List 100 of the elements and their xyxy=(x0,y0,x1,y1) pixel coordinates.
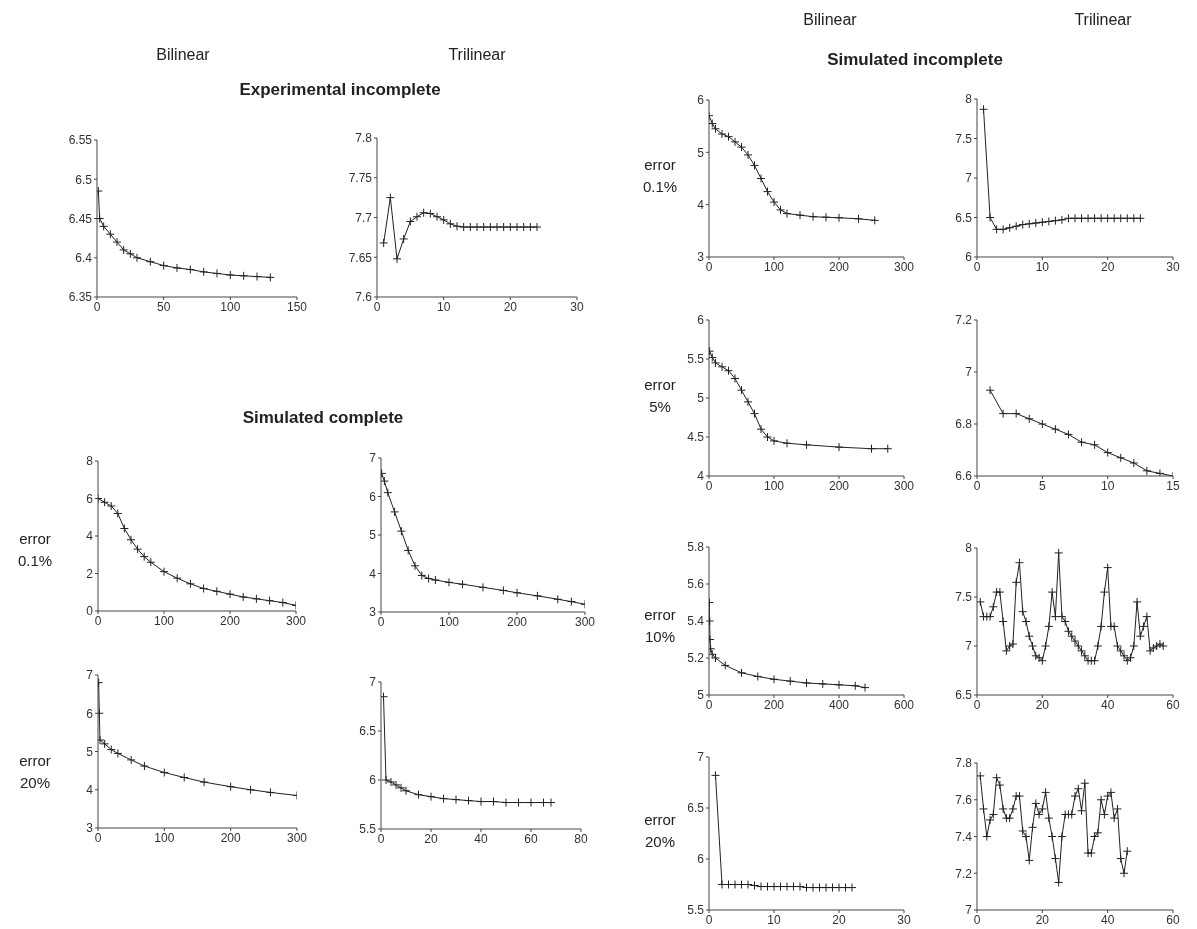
y-tick-label: 7 xyxy=(965,639,973,654)
y-tick-label: 6.5 xyxy=(687,801,705,816)
x-tick-label: 100 xyxy=(763,259,785,274)
y-tick-label: 7.6 xyxy=(355,290,373,305)
y-tick-label: 6 xyxy=(86,491,94,506)
y-tick-label: 8 xyxy=(965,92,973,107)
y-tick-label: 7 xyxy=(965,903,973,918)
x-tick-label: 400 xyxy=(828,697,850,712)
text: Experimental incomplete xyxy=(238,80,442,100)
y-tick-label: 6 xyxy=(697,93,705,108)
x-tick-label: 80 xyxy=(574,831,588,846)
y-tick-label: 6 xyxy=(369,773,377,788)
y-tick-label: 7.5 xyxy=(955,131,973,146)
y-tick-label: 3 xyxy=(86,821,94,836)
y-tick-label: 5.6 xyxy=(687,577,705,592)
x-tick-label: 10 xyxy=(1035,259,1050,274)
y-tick-label: 7 xyxy=(369,451,377,466)
x-tick-label: 200 xyxy=(506,614,528,629)
y-tick-label: 7.5 xyxy=(955,590,973,605)
y-tick-label: 6.55 xyxy=(68,133,93,148)
y-tick-label: 6 xyxy=(369,489,377,504)
y-tick-label: 5.5 xyxy=(687,352,705,367)
y-tick-label: 6.6 xyxy=(955,469,973,484)
y-tick-label: 7.75 xyxy=(348,171,373,186)
y-tick-label: 6 xyxy=(965,250,973,265)
x-tick-label: 20 xyxy=(1035,697,1050,712)
y-tick-label: 4 xyxy=(86,529,94,544)
y-tick-label: 2 xyxy=(86,566,94,581)
chart-subtitle: Bilinear xyxy=(155,46,211,64)
x-tick-label: 5 xyxy=(1038,478,1046,493)
x-tick-label: 300 xyxy=(574,614,596,629)
y-tick-label: 7 xyxy=(965,365,973,380)
x-tick-label: 200 xyxy=(828,259,850,274)
x-tick-label: 10 xyxy=(767,912,781,927)
y-tick-label: 6.5 xyxy=(955,210,973,225)
x-tick-label: 20 xyxy=(424,831,438,846)
y-tick-label: 4 xyxy=(697,469,705,484)
x-tick-label: 300 xyxy=(286,830,308,845)
y-tick-label: 7.7 xyxy=(355,210,373,225)
x-tick-label: 300 xyxy=(893,259,915,274)
x-tick-label: 10 xyxy=(436,299,451,314)
x-tick-label: 300 xyxy=(285,613,307,628)
x-tick-label: 60 xyxy=(524,831,538,846)
y-tick-label: 6.35 xyxy=(68,290,93,305)
chart-subtitle: Trilinear xyxy=(447,46,507,64)
x-tick-label: 15 xyxy=(1166,478,1180,493)
y-tick-label: 7.8 xyxy=(355,131,373,146)
y-axis-title: error 0.1% xyxy=(16,529,54,571)
y-tick-label: 6.5 xyxy=(359,724,377,739)
y-tick-label: 3 xyxy=(697,250,705,265)
y-tick-label: 7.6 xyxy=(955,793,973,808)
x-tick-label: 30 xyxy=(570,299,584,314)
y-axis-title: error 20% xyxy=(18,751,52,793)
x-tick-label: 100 xyxy=(154,830,175,845)
chart-subtitle: Bilinear xyxy=(802,11,858,29)
y-tick-label: 7 xyxy=(86,668,94,683)
x-tick-label: 100 xyxy=(220,299,241,314)
x-tick-label: 40 xyxy=(474,831,488,846)
x-tick-label: 40 xyxy=(1100,697,1115,712)
y-axis-title: error 20% xyxy=(643,810,677,852)
y-tick-label: 6 xyxy=(697,852,705,867)
x-tick-label: 20 xyxy=(832,912,846,927)
x-tick-label: 10 xyxy=(1100,478,1115,493)
y-axis-title: error 5% xyxy=(643,375,677,417)
y-axis-title: error 10% xyxy=(643,605,677,647)
y-tick-label: 7 xyxy=(697,750,705,765)
x-tick-label: 20 xyxy=(1035,912,1050,927)
x-tick-label: 100 xyxy=(763,478,785,493)
y-tick-label: 7.4 xyxy=(955,829,973,844)
y-tick-label: 5.2 xyxy=(687,651,705,666)
y-tick-label: 5 xyxy=(369,528,377,543)
y-tick-label: 6.45 xyxy=(68,211,93,226)
x-tick-label: 200 xyxy=(220,830,241,845)
y-tick-label: 4 xyxy=(86,783,94,798)
x-tick-label: 100 xyxy=(153,613,175,628)
y-tick-label: 8 xyxy=(86,454,94,469)
y-tick-label: 6 xyxy=(86,706,94,721)
y-tick-label: 3 xyxy=(369,605,377,620)
y-tick-label: 8 xyxy=(965,541,973,556)
y-tick-label: 7.2 xyxy=(955,313,973,328)
y-tick-label: 4.5 xyxy=(687,430,705,445)
x-tick-label: 100 xyxy=(438,614,460,629)
y-tick-label: 7.8 xyxy=(955,756,973,771)
y-tick-label: 7 xyxy=(965,171,973,186)
y-tick-label: 5.4 xyxy=(687,614,705,629)
y-tick-label: 6.4 xyxy=(75,251,93,266)
x-tick-label: 30 xyxy=(897,912,911,927)
y-tick-label: 6.5 xyxy=(955,688,973,703)
x-tick-label: 200 xyxy=(763,697,785,712)
y-tick-label: 6.5 xyxy=(75,172,93,187)
y-tick-label: 4 xyxy=(369,566,377,581)
chart-subtitle: Trilinear xyxy=(1073,11,1133,29)
x-tick-label: 40 xyxy=(1100,912,1115,927)
x-tick-label: 20 xyxy=(1100,259,1115,274)
y-tick-label: 7.65 xyxy=(348,250,373,265)
y-tick-label: 5.5 xyxy=(359,822,377,837)
y-tick-label: 4 xyxy=(697,197,705,212)
y-tick-label: 7.2 xyxy=(955,866,973,881)
x-tick-label: 150 xyxy=(286,299,308,314)
y-tick-label: 5 xyxy=(697,145,705,160)
